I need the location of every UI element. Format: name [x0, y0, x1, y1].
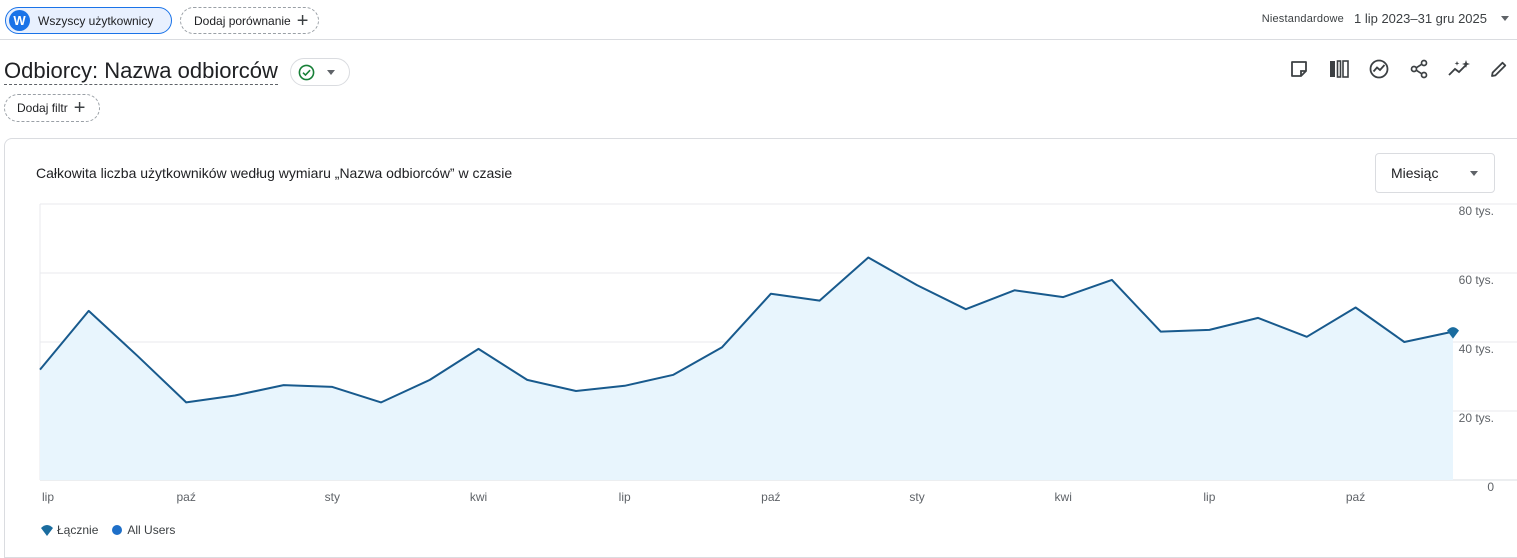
add-filter-label: Dodaj filtr: [17, 101, 68, 115]
plus-icon: +: [296, 9, 309, 32]
note-button[interactable]: [1287, 57, 1311, 81]
x-tick-label: sty: [325, 490, 340, 504]
date-range-picker[interactable]: Niestandardowe 1 lip 2023–31 gru 2025: [1262, 11, 1509, 26]
add-comparison-label: Dodaj porównanie: [194, 13, 291, 28]
add-comparison-button[interactable]: Dodaj porównanie +: [180, 7, 319, 34]
series-area-total: [40, 257, 1453, 480]
period-select[interactable]: Miesiąc: [1375, 153, 1495, 193]
x-tick-label: lip: [1203, 490, 1215, 504]
y-tick-label: 40 tys.: [1459, 342, 1494, 356]
x-tick-label: paź: [761, 490, 780, 504]
status-dropdown[interactable]: [290, 58, 350, 86]
legend-dot-icon: [112, 525, 123, 535]
legend-item-all-users[interactable]: All Users: [112, 523, 175, 537]
legend-item-total[interactable]: Łącznie: [40, 523, 98, 537]
y-tick-label: 60 tys.: [1459, 273, 1494, 287]
compare-columns-button[interactable]: [1327, 57, 1351, 81]
x-tick-label: lip: [42, 490, 54, 504]
chevron-down-icon: [327, 69, 335, 75]
add-filter-button[interactable]: Dodaj filtr +: [4, 94, 100, 122]
date-range-value: 1 lip 2023–31 gru 2025: [1353, 11, 1487, 26]
x-tick-label: lip: [619, 490, 631, 504]
x-tick-label: kwi: [470, 490, 487, 504]
segment-avatar: W: [9, 10, 30, 31]
insights-icon: [1369, 59, 1389, 79]
edit-icon: [1491, 61, 1507, 77]
compare-columns-icon: [1330, 60, 1349, 78]
x-tick-label: kwi: [1055, 490, 1072, 504]
period-select-value: Miesiąc: [1391, 165, 1439, 181]
x-tick-label: sty: [909, 490, 924, 504]
note-icon: [1291, 61, 1307, 77]
pin-icon: [41, 525, 53, 536]
sparkle-trend-icon: [1448, 60, 1470, 76]
series-line-total: [39, 256, 1454, 404]
x-tick-label: paź: [176, 490, 195, 504]
date-custom-label: Niestandardowe: [1261, 12, 1344, 25]
y-tick-label: 20 tys.: [1459, 411, 1494, 425]
chart-title: Całkowita liczba użytkowników według wym…: [36, 165, 513, 181]
share-icon: [1410, 59, 1428, 79]
top-bar: W Wszyscy użytkownicy Dodaj porównanie +…: [0, 0, 1517, 40]
page-title[interactable]: Odbiorcy: Nazwa odbiorców: [4, 58, 278, 85]
y-tick-label: 0: [1487, 480, 1494, 494]
insights-button[interactable]: [1367, 57, 1391, 81]
plus-icon: +: [73, 97, 86, 119]
y-tick-label: 80 tys.: [1459, 204, 1494, 218]
chevron-down-icon: [1501, 16, 1509, 21]
chart-legend: Łącznie All Users: [40, 523, 189, 537]
check-circle-icon: [298, 64, 315, 80]
edit-button[interactable]: [1487, 57, 1511, 81]
report-toolbar: [1271, 57, 1511, 81]
share-button[interactable]: [1407, 57, 1431, 81]
last-point-marker[interactable]: [1447, 327, 1459, 339]
x-tick-label: paź: [1346, 490, 1365, 504]
legend-label-all-users: All Users: [127, 523, 176, 537]
sparkle-trend-button[interactable]: [1447, 57, 1471, 81]
segment-label: Wszyscy użytkownicy: [38, 13, 154, 28]
legend-label-total: Łącznie: [57, 523, 99, 537]
segment-chip-all-users[interactable]: W Wszyscy użytkownicy: [5, 7, 172, 34]
chevron-down-icon: [1470, 170, 1478, 176]
